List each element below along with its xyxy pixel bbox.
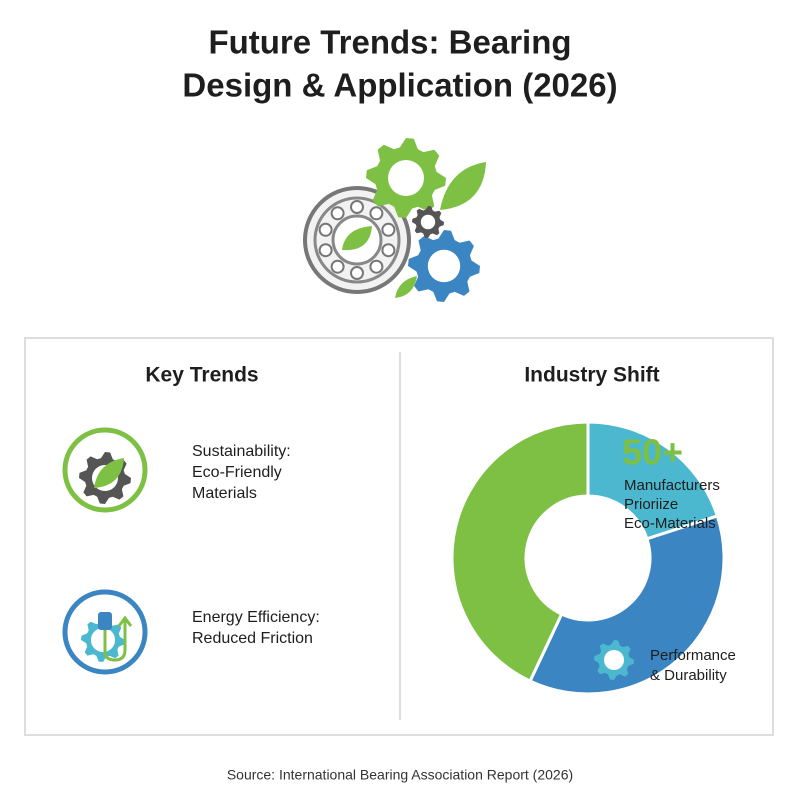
- bearing-ball: [350, 266, 364, 280]
- trend-label: Sustainability:: [192, 443, 291, 460]
- segment-highlight: 50+: [622, 432, 683, 473]
- section-title: Key Trends: [145, 364, 258, 387]
- segment-label: Performance: [650, 647, 736, 664]
- donut-segment: [528, 514, 726, 696]
- bearing-ball: [318, 243, 333, 258]
- source: Source: International Bearing Associatio…: [227, 767, 573, 783]
- gear-hole: [604, 650, 624, 670]
- trend-label: Reduced Friction: [192, 630, 313, 647]
- segment-label: & Durability: [650, 667, 727, 684]
- bearing-ball: [381, 222, 396, 237]
- title-line: Design & Application (2026): [182, 67, 617, 104]
- donut-segment: [586, 420, 720, 541]
- bearing-ball: [369, 206, 384, 221]
- trend-label: Materials: [192, 485, 257, 502]
- segment-label: Prioriize: [624, 496, 678, 513]
- section-title: Industry Shift: [524, 364, 659, 387]
- segment-label: Eco-Materials: [624, 515, 716, 532]
- trend-label: Eco-Friendly: [192, 464, 282, 481]
- donut-segment: [450, 420, 590, 684]
- trend-icon: [62, 589, 148, 675]
- panel: [24, 337, 774, 736]
- gear-hole: [388, 160, 424, 196]
- bearing-ball: [369, 259, 384, 274]
- bearing-ball: [330, 259, 345, 274]
- gear-hole: [90, 627, 116, 653]
- bearing-ball: [330, 206, 345, 221]
- segment-label: Manufacturers: [624, 477, 720, 494]
- gear-hole: [420, 214, 436, 230]
- gear-hole: [427, 249, 461, 283]
- bearing-ball: [318, 222, 333, 237]
- trend-icon: [62, 427, 148, 513]
- hero-icon: [303, 138, 486, 302]
- title-line: Future Trends: Bearing: [208, 24, 571, 61]
- bearing-ball: [381, 243, 396, 258]
- trend-label: Energy Efficiency:: [192, 609, 320, 626]
- bearing-ball: [350, 200, 364, 214]
